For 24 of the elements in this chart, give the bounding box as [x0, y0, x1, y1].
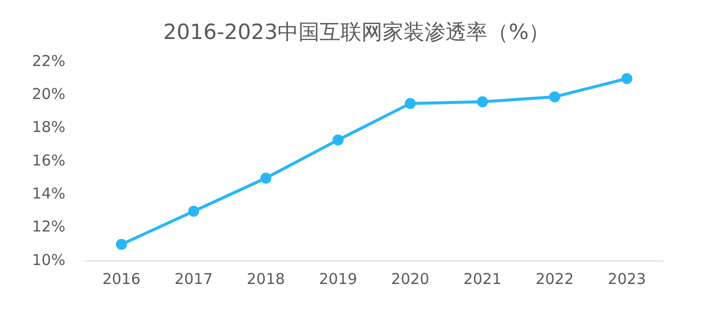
point — [116, 238, 127, 250]
point — [260, 172, 272, 184]
y-tick-label: 22% — [32, 52, 66, 70]
y-tick-label: 20% — [32, 85, 66, 104]
point — [476, 96, 488, 108]
y-tick-label: 16% — [32, 151, 66, 170]
x-tick-label: 2023 — [608, 270, 646, 288]
point — [188, 206, 200, 217]
point — [332, 134, 344, 146]
y-tick-label: 10% — [32, 250, 66, 269]
x-tick-label: 2018 — [246, 270, 285, 288]
y-tick-label: 18% — [32, 118, 66, 136]
x-tick-label: 2017 — [174, 270, 213, 288]
y-tick-label: 14% — [32, 184, 66, 203]
x-tick-label: 2019 — [318, 270, 358, 288]
point — [404, 98, 416, 109]
x-tick-label: 2021 — [463, 270, 502, 288]
point — [549, 91, 560, 102]
point — [621, 73, 632, 84]
x-tick-label: 2020 — [391, 270, 430, 288]
x-tick-label: 2016 — [102, 270, 141, 288]
x-tick-label: 2022 — [536, 270, 574, 288]
chart-title: 2016-2023中国互联网家装渗透率（%） — [162, 19, 551, 46]
y-tick-label: 12% — [32, 218, 66, 236]
